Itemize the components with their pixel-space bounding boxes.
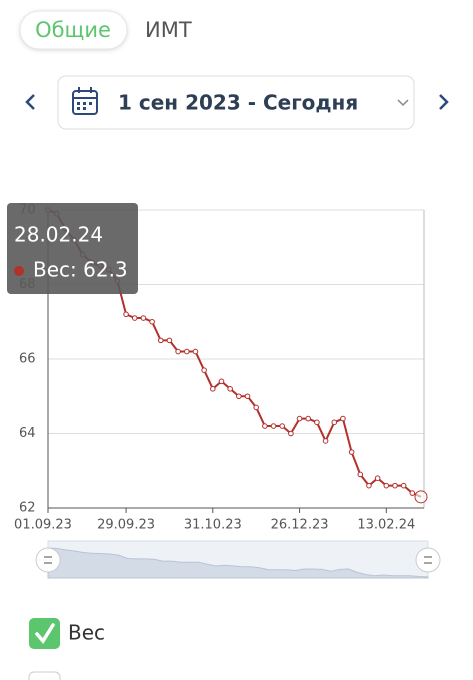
point (374, 475, 381, 482)
point (400, 482, 407, 489)
point (183, 348, 190, 355)
point (348, 449, 355, 455)
slider-area (47, 547, 429, 579)
tooltip-title: 28.02.24 (14, 223, 103, 247)
point (322, 438, 329, 444)
point (262, 423, 268, 429)
tab-label[interactable]: ИМТ (145, 18, 192, 42)
point (331, 419, 338, 426)
point (218, 378, 225, 385)
point (166, 337, 173, 344)
point (236, 393, 242, 400)
x-tick-label: 01.09.23 (14, 518, 72, 533)
point (409, 490, 416, 496)
date-select[interactable] (57, 75, 415, 130)
prev-arrow[interactable] (25, 94, 35, 110)
point (288, 430, 294, 437)
point (392, 482, 398, 489)
point (201, 367, 207, 373)
y-tick-label: 66 (19, 352, 36, 367)
tab-active[interactable] (19, 10, 128, 50)
point (296, 415, 303, 422)
point (340, 415, 346, 422)
point (157, 337, 164, 344)
tooltip (7, 203, 138, 294)
legend-label[interactable]: Вес (68, 621, 105, 645)
dropdown-chevron (397, 99, 409, 107)
point (192, 348, 199, 355)
point (210, 386, 216, 392)
next-arrow[interactable] (439, 94, 449, 110)
y-tick-label: 64 (19, 426, 36, 441)
point (175, 348, 181, 355)
point (279, 423, 286, 429)
tooltip-marker (14, 266, 24, 276)
legend-checkbox[interactable] (29, 618, 60, 649)
check-mark (35, 623, 55, 644)
point (270, 423, 277, 429)
slider-handle[interactable] (415, 547, 441, 573)
point (149, 318, 155, 325)
x-tick-label: 26.12.23 (271, 518, 329, 533)
point (366, 482, 372, 489)
tooltip-value: Вес: 62.3 (33, 258, 128, 282)
tab-label[interactable]: Общие (35, 18, 111, 42)
point (414, 490, 428, 504)
slider-handle[interactable] (35, 547, 61, 573)
point (123, 311, 129, 318)
point (227, 386, 233, 392)
legend-checkbox[interactable] (28, 671, 61, 680)
point (244, 393, 251, 400)
calendar-icon (72, 87, 98, 115)
point (314, 419, 320, 426)
point (131, 315, 138, 321)
x-tick-label: 31.10.23 (184, 518, 242, 533)
point (305, 415, 312, 422)
date-range[interactable]: 1 сен 2023 - Сегодня (118, 91, 358, 115)
handle-grip (44, 556, 52, 564)
point (140, 315, 147, 321)
point (253, 404, 259, 411)
handle-grip (424, 556, 432, 564)
point (383, 482, 390, 489)
point (357, 471, 364, 478)
y-tick-label: 62 (19, 501, 36, 516)
x-tick-label: 29.09.23 (97, 518, 155, 533)
x-tick-label: 13.02.24 (357, 518, 415, 533)
